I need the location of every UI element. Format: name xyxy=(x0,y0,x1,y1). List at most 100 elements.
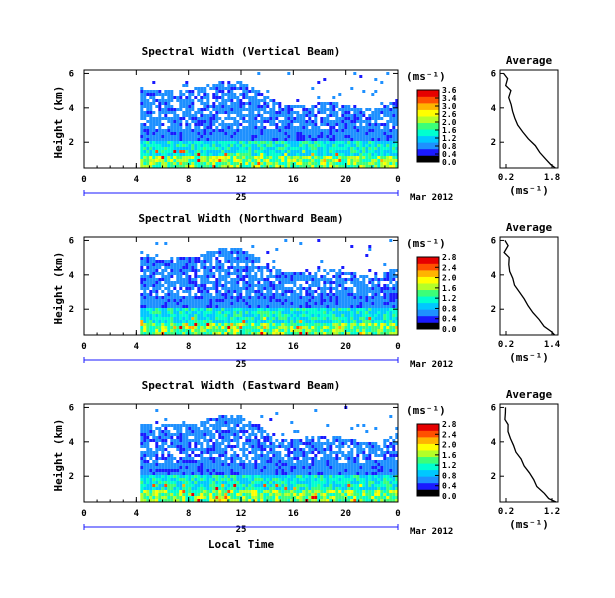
heatmap-cell xyxy=(221,126,225,129)
heatmap-cell xyxy=(248,302,252,305)
heatmap-cell xyxy=(248,490,252,493)
heatmap-cell xyxy=(188,463,192,466)
heatmap-cell xyxy=(197,260,201,263)
heatmap-cell xyxy=(167,326,171,329)
heatmap-cell xyxy=(335,162,339,165)
heatmap-cell xyxy=(260,144,264,147)
heatmap-cell xyxy=(203,284,207,287)
heatmap-cell xyxy=(176,326,180,329)
heatmap-cell xyxy=(332,293,336,296)
heatmap-cell xyxy=(140,135,144,138)
heatmap-cell xyxy=(170,326,174,329)
heatmap-cell xyxy=(260,433,264,436)
heatmap-cell xyxy=(353,108,357,111)
heatmap-cell xyxy=(149,111,153,114)
y-axis-label: Height (km) xyxy=(52,419,65,492)
heatmap-cell xyxy=(167,445,171,448)
heatmap-cell xyxy=(239,302,243,305)
heatmap-cell xyxy=(311,165,315,168)
heatmap-cell xyxy=(158,266,162,269)
heatmap-cell xyxy=(248,159,252,162)
heatmap-cell xyxy=(179,436,183,439)
heatmap-cell xyxy=(158,445,162,448)
heatmap-cell xyxy=(221,162,225,165)
heatmap-cell xyxy=(239,111,243,114)
heatmap-cell xyxy=(218,433,222,436)
heatmap-cell xyxy=(224,457,228,460)
heatmap-cell xyxy=(290,162,294,165)
heatmap-cell xyxy=(248,493,252,496)
heatmap-cell xyxy=(308,108,312,111)
heatmap-cell xyxy=(392,126,396,129)
heatmap-cell xyxy=(245,260,249,263)
heatmap-cell xyxy=(392,153,396,156)
heatmap-cell xyxy=(350,138,354,141)
heatmap-cell xyxy=(347,332,351,335)
heatmap-cell xyxy=(347,293,351,296)
heatmap-cell xyxy=(236,135,240,138)
heatmap-cell xyxy=(239,287,243,290)
heatmap-cell xyxy=(185,284,189,287)
heatmap-cell xyxy=(173,111,177,114)
heatmap-cell xyxy=(386,150,390,153)
heatmap-cell xyxy=(179,320,183,323)
heatmap-cell xyxy=(233,156,237,159)
heatmap-cell xyxy=(260,296,264,299)
heatmap-cell xyxy=(200,469,204,472)
heatmap-cell xyxy=(227,132,231,135)
heatmap-cell xyxy=(146,308,150,311)
heatmap-cell xyxy=(365,123,369,126)
heatmap-cell xyxy=(182,278,186,281)
heatmap-cell xyxy=(209,430,213,433)
heatmap-cell xyxy=(209,499,213,502)
heatmap-cell xyxy=(245,332,249,335)
heatmap-cell xyxy=(383,317,387,320)
heatmap-cell xyxy=(260,317,264,320)
heatmap-cell xyxy=(155,165,159,168)
heatmap-cell xyxy=(245,132,249,135)
heatmap-cell xyxy=(176,448,180,451)
heatmap-cell xyxy=(206,481,210,484)
heatmap-cell xyxy=(167,102,171,105)
heatmap-cell xyxy=(197,111,201,114)
heatmap-cell xyxy=(245,141,249,144)
heatmap-cell xyxy=(392,302,396,305)
heatmap-cell xyxy=(146,281,150,284)
eastward-beam-panel: Spectral Width (Eastward Beam) Height (k… xyxy=(52,379,560,551)
heatmap-cell xyxy=(272,311,276,314)
heatmap-cell xyxy=(251,311,255,314)
heatmap-cell xyxy=(158,144,162,147)
heatmap-cell xyxy=(221,487,225,490)
heatmap-cell xyxy=(323,308,327,311)
heatmap-cell xyxy=(257,266,261,269)
heatmap-cell xyxy=(173,141,177,144)
heatmap-cell xyxy=(353,72,357,75)
heatmap-cell xyxy=(314,290,318,293)
heatmap-cell xyxy=(320,296,324,299)
heatmap-cell xyxy=(242,472,246,475)
heatmap-cell xyxy=(338,117,342,120)
heatmap-cell xyxy=(191,269,195,272)
heatmap-cell xyxy=(188,102,192,105)
heatmap-cell xyxy=(278,138,282,141)
heatmap-cell xyxy=(356,284,360,287)
heatmap-cell xyxy=(359,117,363,120)
heatmap-cell xyxy=(221,287,225,290)
heatmap-cell xyxy=(236,260,240,263)
heatmap-cell xyxy=(350,165,354,168)
heatmap-cell xyxy=(161,445,165,448)
heatmap-cell xyxy=(287,147,291,150)
heatmap-cell xyxy=(323,323,327,326)
heatmap-cell xyxy=(170,165,174,168)
heatmap-cell xyxy=(149,451,153,454)
heatmap-cell xyxy=(284,302,288,305)
heatmap-cell xyxy=(203,308,207,311)
heatmap-cell xyxy=(299,159,303,162)
heatmap-cell xyxy=(149,147,153,150)
heatmap-cell xyxy=(155,90,159,93)
heatmap-cell xyxy=(152,311,156,314)
heatmap-cell xyxy=(212,433,216,436)
heatmap-cell xyxy=(164,114,168,117)
heatmap-cell xyxy=(230,126,234,129)
heatmap-cell xyxy=(374,135,378,138)
